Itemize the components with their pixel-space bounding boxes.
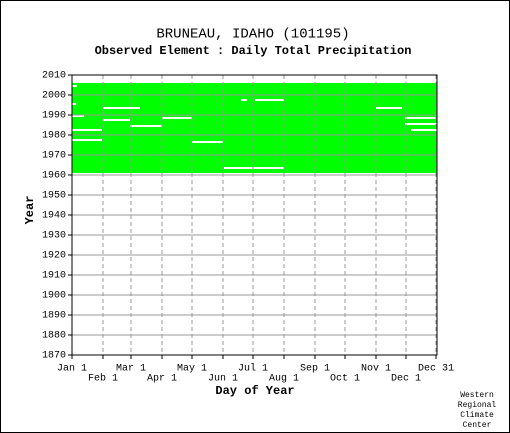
y-tick-label: 1870 xyxy=(42,351,66,362)
x-tick-label: Dec 31 xyxy=(418,364,454,375)
missing-data xyxy=(376,107,402,109)
x-tick-label: Jun 1 xyxy=(208,374,238,385)
chart-title: BRUNEAU, IDAHO (101195) xyxy=(156,27,349,43)
missing-data xyxy=(103,119,130,121)
y-tick-label: 1990 xyxy=(42,111,66,122)
missing-data xyxy=(405,117,437,119)
x-tick-label: Dec 1 xyxy=(391,374,421,385)
y-tick-label: 1890 xyxy=(42,311,66,322)
x-tick-label: Nov 1 xyxy=(361,364,391,375)
chart-subtitle: Observed Element : Daily Total Precipita… xyxy=(95,44,412,58)
y-tick-label: 1920 xyxy=(42,251,66,262)
y-axis-label: Year xyxy=(23,196,37,225)
missing-data xyxy=(241,99,247,101)
missing-data xyxy=(72,85,77,87)
y-tick-label: 1950 xyxy=(42,191,66,202)
x-tick-label: Sep 1 xyxy=(300,364,330,375)
missing-data xyxy=(411,129,437,131)
missing-data xyxy=(192,141,223,143)
x-tick-label: Jul 1 xyxy=(238,363,268,375)
y-tick-label: 1910 xyxy=(42,271,66,282)
missing-data xyxy=(103,107,140,109)
y-tick-label: 1940 xyxy=(42,211,66,222)
missing-data xyxy=(72,103,76,105)
credit: Western xyxy=(460,391,494,400)
x-tick-label: May 1 xyxy=(177,364,207,375)
missing-data xyxy=(130,125,162,127)
data-coverage xyxy=(72,83,437,173)
missing-data xyxy=(72,139,102,141)
y-tick-label: 2010 xyxy=(42,71,66,82)
credit: Climate xyxy=(460,411,494,420)
x-tick-label: Aug 1 xyxy=(269,374,299,385)
credit: Regional xyxy=(458,401,497,410)
x-tick-label: Jan 1 xyxy=(57,364,87,375)
y-tick-label: 1970 xyxy=(42,151,66,162)
x-tick-label: Mar 1 xyxy=(116,364,146,375)
credit: Center xyxy=(463,421,492,430)
x-tick-label: Feb 1 xyxy=(88,373,118,385)
x-tick-label: Apr 1 xyxy=(147,374,177,385)
x-tick-label: Oct 1 xyxy=(330,374,360,385)
y-tick-label: 1960 xyxy=(42,171,66,182)
y-tick-label: 1980 xyxy=(42,131,66,142)
y-tick-label: 1880 xyxy=(42,331,66,342)
y-tick-label: 2000 xyxy=(42,91,66,102)
x-axis-label: Day of Year xyxy=(215,384,294,398)
missing-data xyxy=(72,115,84,117)
missing-data xyxy=(162,117,192,119)
y-tick-label: 1930 xyxy=(42,231,66,242)
plot-border xyxy=(71,74,438,356)
missing-data xyxy=(224,167,284,169)
missing-data xyxy=(255,99,284,101)
missing-data xyxy=(405,123,437,125)
y-tick-label: 1900 xyxy=(42,291,66,302)
missing-data xyxy=(72,129,102,131)
